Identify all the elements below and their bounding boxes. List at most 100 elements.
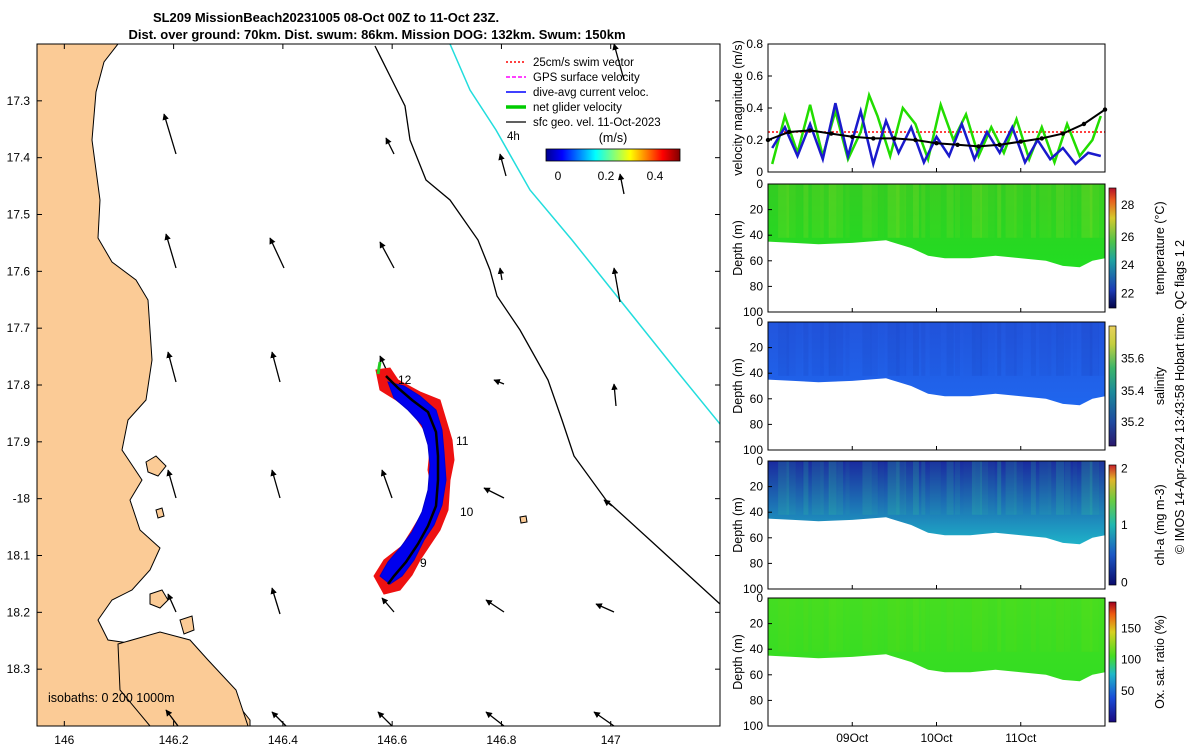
profile-cbar-label-0: temperature (°C) (1153, 201, 1167, 294)
profile-streak-3-17 (912, 598, 919, 652)
profile-streak-3-37 (1081, 598, 1093, 652)
profile-streak-2-13 (879, 461, 884, 515)
profile-streak-2-35 (1064, 461, 1071, 515)
profile-streak-1-31 (1030, 322, 1036, 376)
profile-streak-0-29 (1014, 184, 1023, 238)
profile-cbar-tick-2-2: 2 (1121, 462, 1128, 476)
profile-streak-2-2 (786, 461, 796, 515)
velocity-point-7 (913, 137, 918, 143)
profile-streak-3-7 (828, 598, 837, 652)
velocity-ytick-label-4: 0.8 (746, 37, 763, 51)
profile-streak-2-4 (803, 461, 809, 515)
profile-ytick-label-2-5: 100 (743, 582, 763, 596)
profile-streak-3-9 (845, 598, 850, 652)
profile-streak-2-9 (845, 461, 850, 515)
profile-streak-2-7 (828, 461, 837, 515)
profile-streak-3-32 (1039, 598, 1052, 652)
profile-panel-2: 0 20 40 60 80 100 Depth (m) 0 1 2 chl-a (mg m-3) (731, 454, 1167, 596)
profile-streak-3-36 (1073, 598, 1077, 652)
profile-streak-2-34 (1056, 461, 1065, 515)
profile-streak-2-14 (887, 461, 900, 515)
profile-ylabel-0: Depth (m) (731, 220, 745, 276)
velocity-point-3 (828, 131, 834, 136)
profile-ytick-label-2-4: 80 (750, 556, 764, 570)
profile-cbar-tick-1-0: 35.2 (1121, 415, 1145, 429)
legend-swim: 25cm/s swim vector (533, 57, 634, 69)
geo-arrow-11 (270, 351, 281, 383)
map-colorbar-title: (m/s) (599, 131, 627, 145)
profile-cbar-tick-0-2: 26 (1121, 230, 1135, 244)
map-ytick-label-4: 17.7 (7, 321, 31, 335)
profile-streak-1-12 (870, 322, 878, 376)
profile-streak-1-18 (921, 322, 926, 376)
profile-streak-0-5 (811, 184, 824, 238)
profile-streak-1-32 (1039, 322, 1052, 376)
velocity-ytick-label-3: 0.6 (746, 69, 763, 83)
profile-streak-1-28 (1005, 322, 1017, 376)
profile-cbar-label-3: Ox. sat. ratio (%) (1153, 615, 1167, 709)
velocity-panel: 0 0.2 0.4 0.6 0.8 velocity magnitude (m/s) (731, 37, 1108, 179)
profile-streak-0-24 (971, 184, 982, 238)
profile-field-1 (768, 322, 1105, 406)
island-5 (519, 515, 528, 524)
profile-streak-1-37 (1081, 322, 1093, 376)
geo-arrow-27 (377, 711, 393, 726)
profile-streak-1-26 (988, 322, 995, 376)
profile-streak-1-21 (946, 322, 954, 376)
day-label-11: 11 (456, 434, 469, 448)
time-axis: 09Oct 10Oct 11Oct (836, 168, 1037, 745)
profile-ylabel-3: Depth (m) (731, 634, 745, 690)
profile-streak-0-35 (1064, 184, 1071, 238)
profile-ytick-label-3-5: 100 (743, 719, 763, 733)
profile-streak-3-11 (862, 598, 872, 652)
profile-streak-1-17 (912, 322, 919, 376)
imos-credit: © IMOS 14-Apr-2024 13:43:58 Hobart time.… (1173, 240, 1187, 554)
velocity-ytick-label-1: 0.2 (746, 133, 763, 147)
profile-streak-2-3 (795, 461, 802, 515)
profile-streak-2-39 (1098, 461, 1106, 515)
profile-streak-0-21 (946, 184, 954, 238)
geo-arrow-25 (165, 709, 179, 726)
profile-streak-0-13 (879, 184, 884, 238)
profile-streak-3-1 (778, 598, 790, 652)
velocity-ytick-label-0: 0 (756, 165, 763, 179)
profile-streak-0-7 (828, 184, 837, 238)
geo-arrow-17 (380, 469, 393, 499)
profile-streak-2-6 (820, 461, 831, 515)
profile-streak-2-17 (912, 461, 919, 515)
profile-streak-2-19 (929, 461, 941, 515)
profile-streak-3-12 (870, 598, 878, 652)
profile-ytick-label-0-5: 100 (743, 305, 763, 319)
profile-streak-1-14 (887, 322, 900, 376)
profile-field-0 (768, 184, 1105, 268)
map-panel: 12 11 10 9 146 146.2 146.4 146.6 146.8 147 17… (7, 43, 721, 747)
profile-streak-3-26 (988, 598, 995, 652)
island-3 (179, 615, 195, 635)
profile-streak-0-2 (786, 184, 796, 238)
velocity-ytick-label-2: 0.4 (746, 101, 763, 115)
geo-arrow-3 (612, 44, 625, 81)
profile-streak-0-19 (929, 184, 941, 238)
profile-streak-1-34 (1056, 322, 1065, 376)
legend-gps: GPS surface velocity (533, 72, 640, 84)
day-label-9: 9 (420, 556, 427, 570)
profile-streak-1-11 (862, 322, 872, 376)
geo-arrow-2 (498, 153, 507, 177)
profile-cbar-tick-2-1: 1 (1121, 518, 1128, 532)
profile-ylabel-2: Depth (m) (731, 497, 745, 553)
profile-ytick-label-2-2: 40 (750, 505, 764, 519)
geo-arrow-5 (164, 233, 177, 269)
profile-streak-3-14 (887, 598, 900, 652)
profile-streak-0-4 (803, 184, 809, 238)
profile-streak-0-22 (955, 184, 960, 238)
profile-field-2 (768, 461, 1105, 545)
profile-streak-1-19 (929, 322, 941, 376)
profile-streak-3-25 (980, 598, 989, 652)
profile-ytick-label-1-4: 80 (750, 417, 764, 431)
profile-streak-2-27 (997, 461, 1002, 515)
geo-arrow-26 (271, 711, 287, 726)
velocity-y-axis: 0 0.2 0.4 0.6 0.8 (746, 37, 772, 179)
profile-colorbar-3 (1108, 601, 1117, 723)
map-ytick-label-2: 17.5 (7, 208, 31, 222)
profile-streak-3-3 (795, 598, 802, 652)
